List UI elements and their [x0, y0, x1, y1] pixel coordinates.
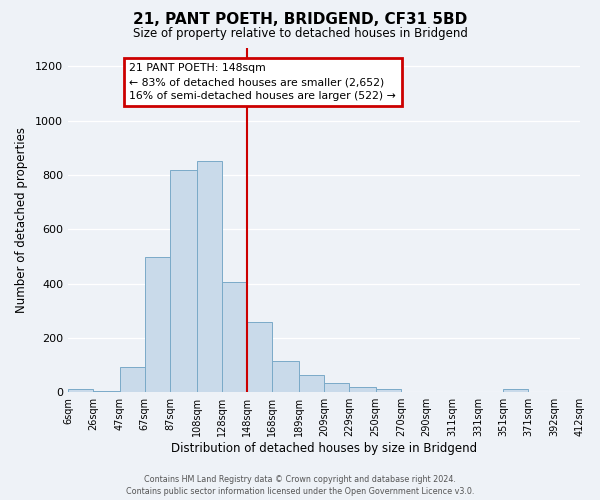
- Bar: [119, 367, 145, 392]
- Bar: [272, 361, 299, 392]
- Bar: [197, 162, 222, 392]
- Bar: [247, 322, 272, 392]
- X-axis label: Distribution of detached houses by size in Bridgend: Distribution of detached houses by size …: [171, 442, 477, 455]
- Y-axis label: Number of detached properties: Number of detached properties: [15, 127, 28, 313]
- Text: 21 PANT POETH: 148sqm
← 83% of detached houses are smaller (2,652)
16% of semi-d: 21 PANT POETH: 148sqm ← 83% of detached …: [130, 63, 396, 101]
- Text: Size of property relative to detached houses in Bridgend: Size of property relative to detached ho…: [133, 28, 467, 40]
- Bar: [376, 388, 401, 392]
- Bar: [503, 390, 528, 392]
- Bar: [93, 391, 119, 392]
- Bar: [324, 382, 349, 392]
- Bar: [222, 282, 247, 392]
- Bar: [349, 387, 376, 392]
- Text: 21, PANT POETH, BRIDGEND, CF31 5BD: 21, PANT POETH, BRIDGEND, CF31 5BD: [133, 12, 467, 28]
- Bar: [299, 374, 324, 392]
- Bar: [68, 390, 93, 392]
- Bar: [170, 170, 197, 392]
- Bar: [145, 258, 170, 392]
- Text: Contains HM Land Registry data © Crown copyright and database right 2024.
Contai: Contains HM Land Registry data © Crown c…: [126, 474, 474, 496]
